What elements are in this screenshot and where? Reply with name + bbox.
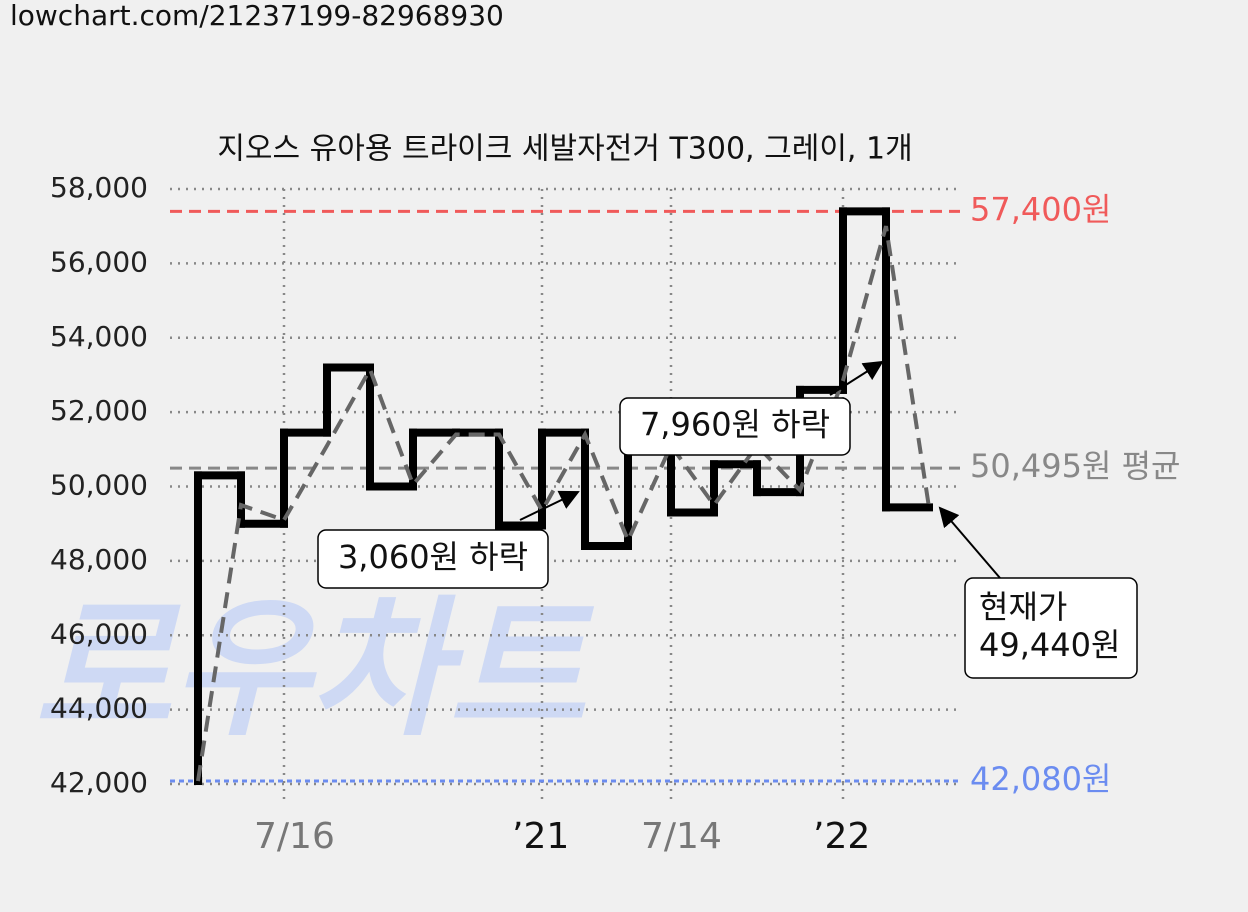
annotation-text: 49,440원	[979, 626, 1120, 664]
x-tick-label: 7/16	[254, 816, 335, 857]
y-tick-label: 50,000	[50, 469, 148, 502]
chart-title: 지오스 유아용 트라이크 세발자전거 T300, 그레이, 1개	[217, 132, 912, 167]
step-connector	[194, 207, 890, 786]
annotation-arrow	[519, 490, 580, 521]
y-tick-label: 56,000	[50, 245, 148, 278]
annotation-text: 7,960원 하락	[640, 406, 830, 444]
annotation-box	[619, 397, 851, 456]
y-tick-label: 44,000	[50, 692, 148, 725]
reference-label: 42,080원	[970, 760, 1111, 798]
annotation-arrow	[938, 506, 1001, 579]
annotation-box	[964, 577, 1138, 679]
watermark: 로우차트	[34, 583, 595, 757]
x-tick-label: ’21	[512, 816, 569, 857]
reference-label: 50,495원 평균	[970, 447, 1180, 485]
url: lowchart.com/21237199-82968930	[10, 0, 504, 32]
reference-label: 57,400원	[970, 190, 1111, 228]
annotation-text: 현재가	[979, 588, 1067, 626]
y-tick-label: 52,000	[50, 394, 148, 427]
y-tick-label: 46,000	[50, 617, 148, 650]
y-tick-label: 58,000	[50, 171, 148, 204]
y-tick-label: 54,000	[50, 320, 148, 353]
y-tick-label: 42,000	[50, 766, 148, 799]
annotation-arrow	[829, 360, 884, 396]
x-tick-label: ’22	[813, 816, 870, 857]
x-tick-label: 7/14	[641, 816, 722, 857]
annotation-box	[317, 529, 549, 589]
price-line	[196, 225, 931, 782]
annotation-text: 3,060원 하락	[338, 538, 528, 576]
y-tick-label: 48,000	[50, 543, 148, 576]
